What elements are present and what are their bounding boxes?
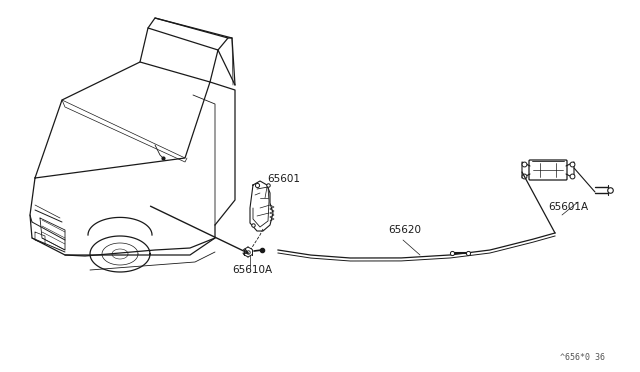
Text: 65610A: 65610A — [232, 265, 272, 275]
Text: 65601A: 65601A — [548, 202, 588, 212]
Text: ^656*0 36: ^656*0 36 — [560, 353, 605, 362]
Text: 65620: 65620 — [388, 225, 421, 235]
FancyBboxPatch shape — [529, 160, 567, 180]
Text: 65601: 65601 — [267, 174, 300, 184]
